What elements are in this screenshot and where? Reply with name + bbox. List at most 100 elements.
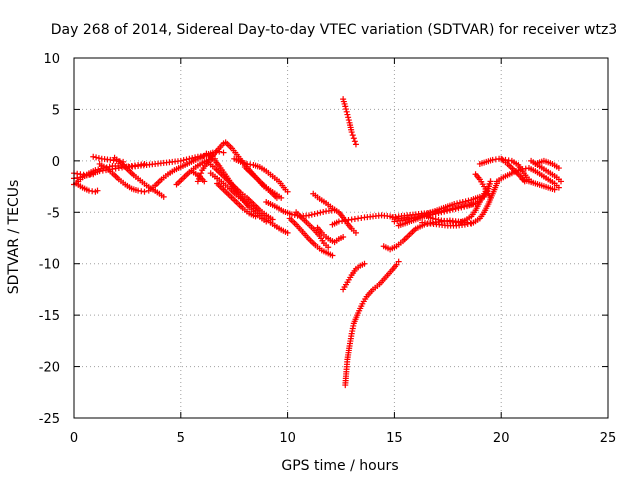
data-point (446, 207, 453, 214)
series-arc2 (71, 160, 148, 182)
data-point (314, 210, 321, 217)
data-point (160, 193, 167, 200)
data-point (311, 211, 318, 217)
y-tick-label: -5 (47, 206, 60, 221)
tick-labels: 0 5 10 15 20 25 -25 -20 -15 -10 -5 0 5 10 (39, 52, 617, 446)
data-point (288, 211, 295, 218)
data-point (444, 207, 451, 214)
data-point (393, 261, 400, 268)
data-point (432, 216, 439, 223)
data-point (361, 260, 368, 267)
data-point (345, 114, 352, 121)
data-point (345, 117, 352, 124)
series-arc16 (188, 168, 208, 185)
y-tick-label: -10 (39, 258, 60, 273)
series-arc4 (73, 180, 101, 195)
data-point (350, 135, 357, 142)
data-point (352, 141, 359, 148)
data-point (348, 129, 355, 136)
data-point (90, 153, 97, 160)
data-point (451, 201, 458, 208)
series-arc21 (293, 209, 332, 251)
series-arc25 (340, 96, 359, 148)
data-point (308, 211, 315, 218)
data-point (325, 244, 332, 251)
series-arc36 (493, 165, 562, 191)
data-point (177, 157, 184, 164)
data-point (349, 132, 356, 139)
data-point (351, 138, 358, 145)
y-tick-label: -20 (39, 361, 60, 376)
data-point (93, 154, 100, 161)
data-point (90, 171, 97, 178)
data-point (194, 178, 201, 185)
series-arc40 (532, 157, 562, 172)
data-point (449, 206, 456, 213)
series-arc34 (472, 171, 494, 201)
data-point (456, 199, 463, 206)
y-tick-label: 10 (43, 52, 60, 67)
data-point (284, 229, 291, 236)
data-point (452, 205, 459, 212)
data-point (435, 216, 442, 223)
series-arc26 (340, 260, 368, 293)
data-point (305, 212, 312, 219)
data-point (198, 170, 205, 177)
data-point (432, 210, 439, 217)
series-arc12 (207, 170, 291, 236)
data-point (454, 200, 461, 207)
data-point (435, 209, 442, 216)
data-point (183, 156, 190, 163)
data-point (141, 160, 148, 167)
data-point (558, 178, 565, 185)
series-arc23 (314, 224, 347, 246)
data-point (320, 208, 327, 215)
data-point (201, 178, 208, 185)
data-point (462, 198, 469, 205)
data-points (71, 96, 565, 389)
data-point (329, 252, 336, 259)
data-point (252, 213, 259, 220)
data-point (340, 233, 347, 240)
series-arc17 (231, 155, 291, 195)
data-point (458, 204, 465, 211)
data-point (455, 205, 462, 212)
chart-title: Day 268 of 2014, Sidereal Day-to-day VTE… (51, 22, 617, 38)
series-arc3 (71, 170, 97, 179)
series-arc18 (241, 164, 280, 201)
data-point (487, 178, 494, 185)
data-point (284, 188, 291, 195)
data-point (464, 220, 471, 227)
y-tick-label: 0 (52, 155, 60, 170)
series-arc20 (286, 215, 336, 259)
data-point (438, 209, 445, 216)
y-axis-label: SDTVAR / TECUs (6, 180, 22, 295)
data-point (180, 157, 187, 164)
data-point (352, 229, 359, 236)
x-tick-label: 25 (600, 431, 617, 446)
series-arc11 (205, 159, 276, 223)
plot-frame (73, 57, 609, 419)
data-point (459, 199, 466, 205)
grid (74, 58, 608, 418)
data-point (441, 208, 448, 215)
x-tick-label: 20 (493, 431, 510, 446)
data-point (467, 220, 474, 227)
data-point (342, 106, 349, 113)
x-axis-label: GPS time / hours (281, 458, 398, 474)
data-point (395, 258, 402, 265)
data-point (141, 188, 148, 195)
data-point (273, 194, 280, 201)
data-point (555, 165, 562, 172)
axis-ticks (73, 57, 609, 419)
data-point (487, 194, 494, 201)
data-point (551, 186, 558, 193)
series-arc39 (519, 176, 558, 193)
x-tick-label: 15 (386, 431, 403, 446)
data-point (220, 149, 227, 156)
data-point (317, 209, 324, 216)
y-tick-label: -25 (39, 412, 60, 427)
data-point (429, 215, 436, 222)
x-tick-label: 0 (70, 431, 78, 446)
y-tick-label: -15 (39, 309, 60, 324)
